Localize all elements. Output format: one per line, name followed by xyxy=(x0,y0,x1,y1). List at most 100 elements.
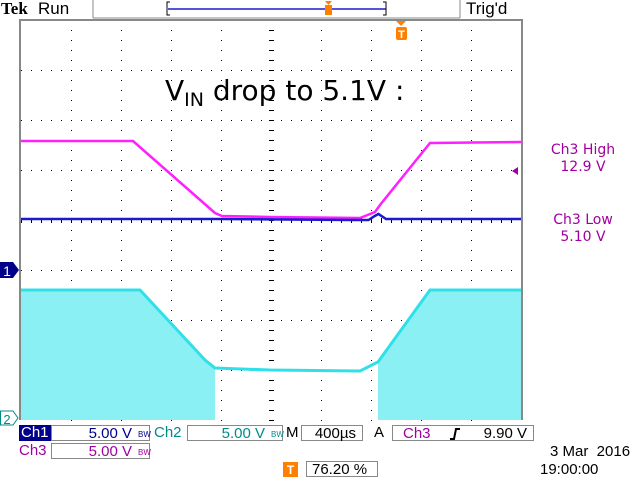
grid-dot xyxy=(291,320,292,321)
grid-dot xyxy=(21,170,22,171)
grid-dot xyxy=(221,360,222,361)
grid-dot xyxy=(321,330,322,331)
center-tick xyxy=(269,410,274,411)
grid-dot xyxy=(321,160,322,161)
grid-dot xyxy=(51,270,52,271)
grid-dot xyxy=(151,120,152,121)
ch1-ground-marker[interactable]: 1 xyxy=(0,262,19,279)
grid-dot xyxy=(421,190,422,191)
grid-dot xyxy=(221,30,222,31)
grid-dot xyxy=(171,260,172,261)
grid-dot xyxy=(71,30,72,31)
grid-dot xyxy=(471,200,472,201)
grid-dot xyxy=(371,230,372,231)
grid-dot xyxy=(301,170,302,171)
grid-dot xyxy=(231,170,232,171)
grid-dot xyxy=(371,310,372,311)
grid-dot xyxy=(141,270,142,271)
grid-dot xyxy=(441,120,442,121)
grid-dot xyxy=(471,270,472,271)
ch3-label[interactable]: Ch3 xyxy=(19,442,47,459)
grid-dot xyxy=(41,70,42,71)
rising-edge-icon xyxy=(450,428,460,440)
grid-dot xyxy=(171,230,172,231)
grid-dot xyxy=(261,120,262,121)
grid-dot xyxy=(191,120,192,121)
grid-dot xyxy=(121,100,122,101)
center-tick xyxy=(269,320,274,321)
grid-dot xyxy=(171,280,172,281)
grid-dot xyxy=(491,70,492,71)
ch3-scale[interactable]: 5.00 V xyxy=(51,443,150,460)
grid-dot xyxy=(351,70,352,71)
grid-dot xyxy=(171,190,172,191)
grid-dot xyxy=(471,420,472,421)
grid-dot xyxy=(331,120,332,121)
grid-dot xyxy=(481,270,482,271)
center-tick xyxy=(111,218,112,223)
grid-dot xyxy=(491,120,492,121)
grid-dot xyxy=(71,230,72,231)
grid-dot xyxy=(311,320,312,321)
grid-dot xyxy=(221,120,222,121)
center-tick xyxy=(61,218,62,223)
grid-dot xyxy=(221,180,222,181)
trigger-readout[interactable]: Ch3 9.90 V xyxy=(392,425,534,442)
grid-dot xyxy=(221,150,222,151)
grid-dot xyxy=(421,280,422,281)
annotation-title: VIN drop to 5.1V : xyxy=(165,74,405,111)
grid-dot xyxy=(171,90,172,91)
grid-dot xyxy=(121,180,122,181)
grid-dot xyxy=(111,120,112,121)
ch2-label[interactable]: Ch2 xyxy=(154,424,182,441)
grid-dot xyxy=(181,70,182,71)
grid-dot xyxy=(201,320,202,321)
grid-dot xyxy=(181,120,182,121)
grid-dot xyxy=(71,180,72,181)
grid-dot xyxy=(371,30,372,31)
svg-text:T: T xyxy=(398,29,405,41)
grid-dot xyxy=(221,340,222,341)
timebase-scale[interactable]: 400µs xyxy=(301,425,363,442)
svg-text:2: 2 xyxy=(3,412,10,427)
grid-dot xyxy=(441,70,442,71)
ch1-scale[interactable]: 5.00 V xyxy=(51,425,150,442)
grid-dot xyxy=(421,70,422,71)
grid-dot xyxy=(471,250,472,251)
grid-dot xyxy=(181,270,182,271)
center-tick xyxy=(269,50,274,51)
grid-dot xyxy=(371,140,372,141)
grid-dot xyxy=(71,120,72,121)
timebase-label: M xyxy=(286,424,299,441)
grid-dot xyxy=(421,170,422,171)
center-tick xyxy=(269,150,274,151)
center-tick xyxy=(269,160,274,161)
grid-dot xyxy=(471,260,472,261)
grid-dot xyxy=(451,120,452,121)
center-tick xyxy=(41,218,42,223)
grid-dot xyxy=(321,60,322,61)
ch2-ground-marker[interactable]: 2 xyxy=(0,410,19,427)
grid-dot xyxy=(161,170,162,171)
ch2-scale[interactable]: 5.00 V xyxy=(187,425,283,442)
trigger-position[interactable]: 76.20 % xyxy=(306,461,378,478)
grid-dot xyxy=(321,150,322,151)
grid-dot xyxy=(171,160,172,161)
ch1-label[interactable]: Ch1 xyxy=(19,424,51,441)
grid-dot xyxy=(371,250,372,251)
grid-dot xyxy=(21,70,22,71)
grid-dot xyxy=(171,250,172,251)
grid-dot xyxy=(371,150,372,151)
center-tick xyxy=(511,218,512,223)
grid-dot xyxy=(401,320,402,321)
grid-dot xyxy=(221,270,222,271)
grid-dot xyxy=(121,260,122,261)
grid-dot xyxy=(71,40,72,41)
grid-dot xyxy=(371,260,372,261)
grid-dot xyxy=(221,130,222,131)
grid-dot xyxy=(231,70,232,71)
grid-dot xyxy=(321,200,322,201)
center-tick xyxy=(21,218,22,223)
grid-dot xyxy=(31,70,32,71)
cursor-low-readout: Ch3 Low 5.10 V xyxy=(553,212,613,245)
